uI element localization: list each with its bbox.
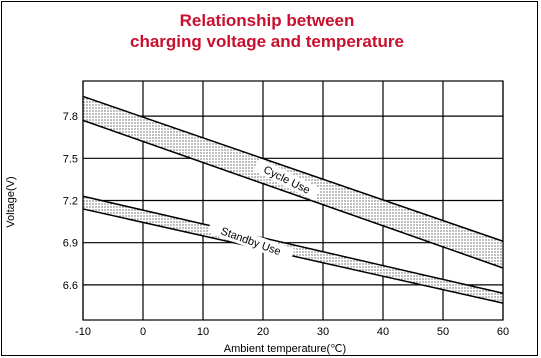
y-tick-label: 7.5 [63,153,78,165]
y-tick-label: 7.8 [63,111,78,123]
x-tick-label: 0 [140,326,146,338]
y-tick-label: 6.9 [63,238,78,250]
plot-area [82,80,504,321]
x-tick-label: 50 [437,326,449,338]
x-tick-label: 20 [257,326,269,338]
cycle-use-label-bg [253,158,321,201]
cycle-use-lower-line [82,119,504,269]
cycle-use-band: Cycle Use [82,95,504,269]
standby-use-upper-line [82,195,504,295]
x-tick-label: 10 [197,326,209,338]
y-tick-label: 6.6 [63,280,78,292]
x-tick-label: 60 [497,326,509,338]
standby-use-band: Standby Use [82,195,504,304]
x-axis-label: Ambient temperature(℃) [224,343,346,355]
chart-title-line-1: Relationship between [180,11,355,30]
standby-use-lower-line [82,208,504,304]
y-axis-label: Voltage(V) [5,176,17,227]
y-tick-label: 7.2 [63,196,78,208]
chart-title-line-2: charging voltage and temperature [130,32,404,51]
x-tick-label: 30 [317,326,329,338]
cycle-use-upper-line [82,95,504,242]
x-tick-label: 40 [377,326,389,338]
standby-use-label-bg [207,219,295,263]
x-tick-label: -10 [75,326,91,338]
tick-labels: -10 0 10 20 30 40 50 60 6.6 6.9 7.2 7.5 7.8 [63,111,509,338]
